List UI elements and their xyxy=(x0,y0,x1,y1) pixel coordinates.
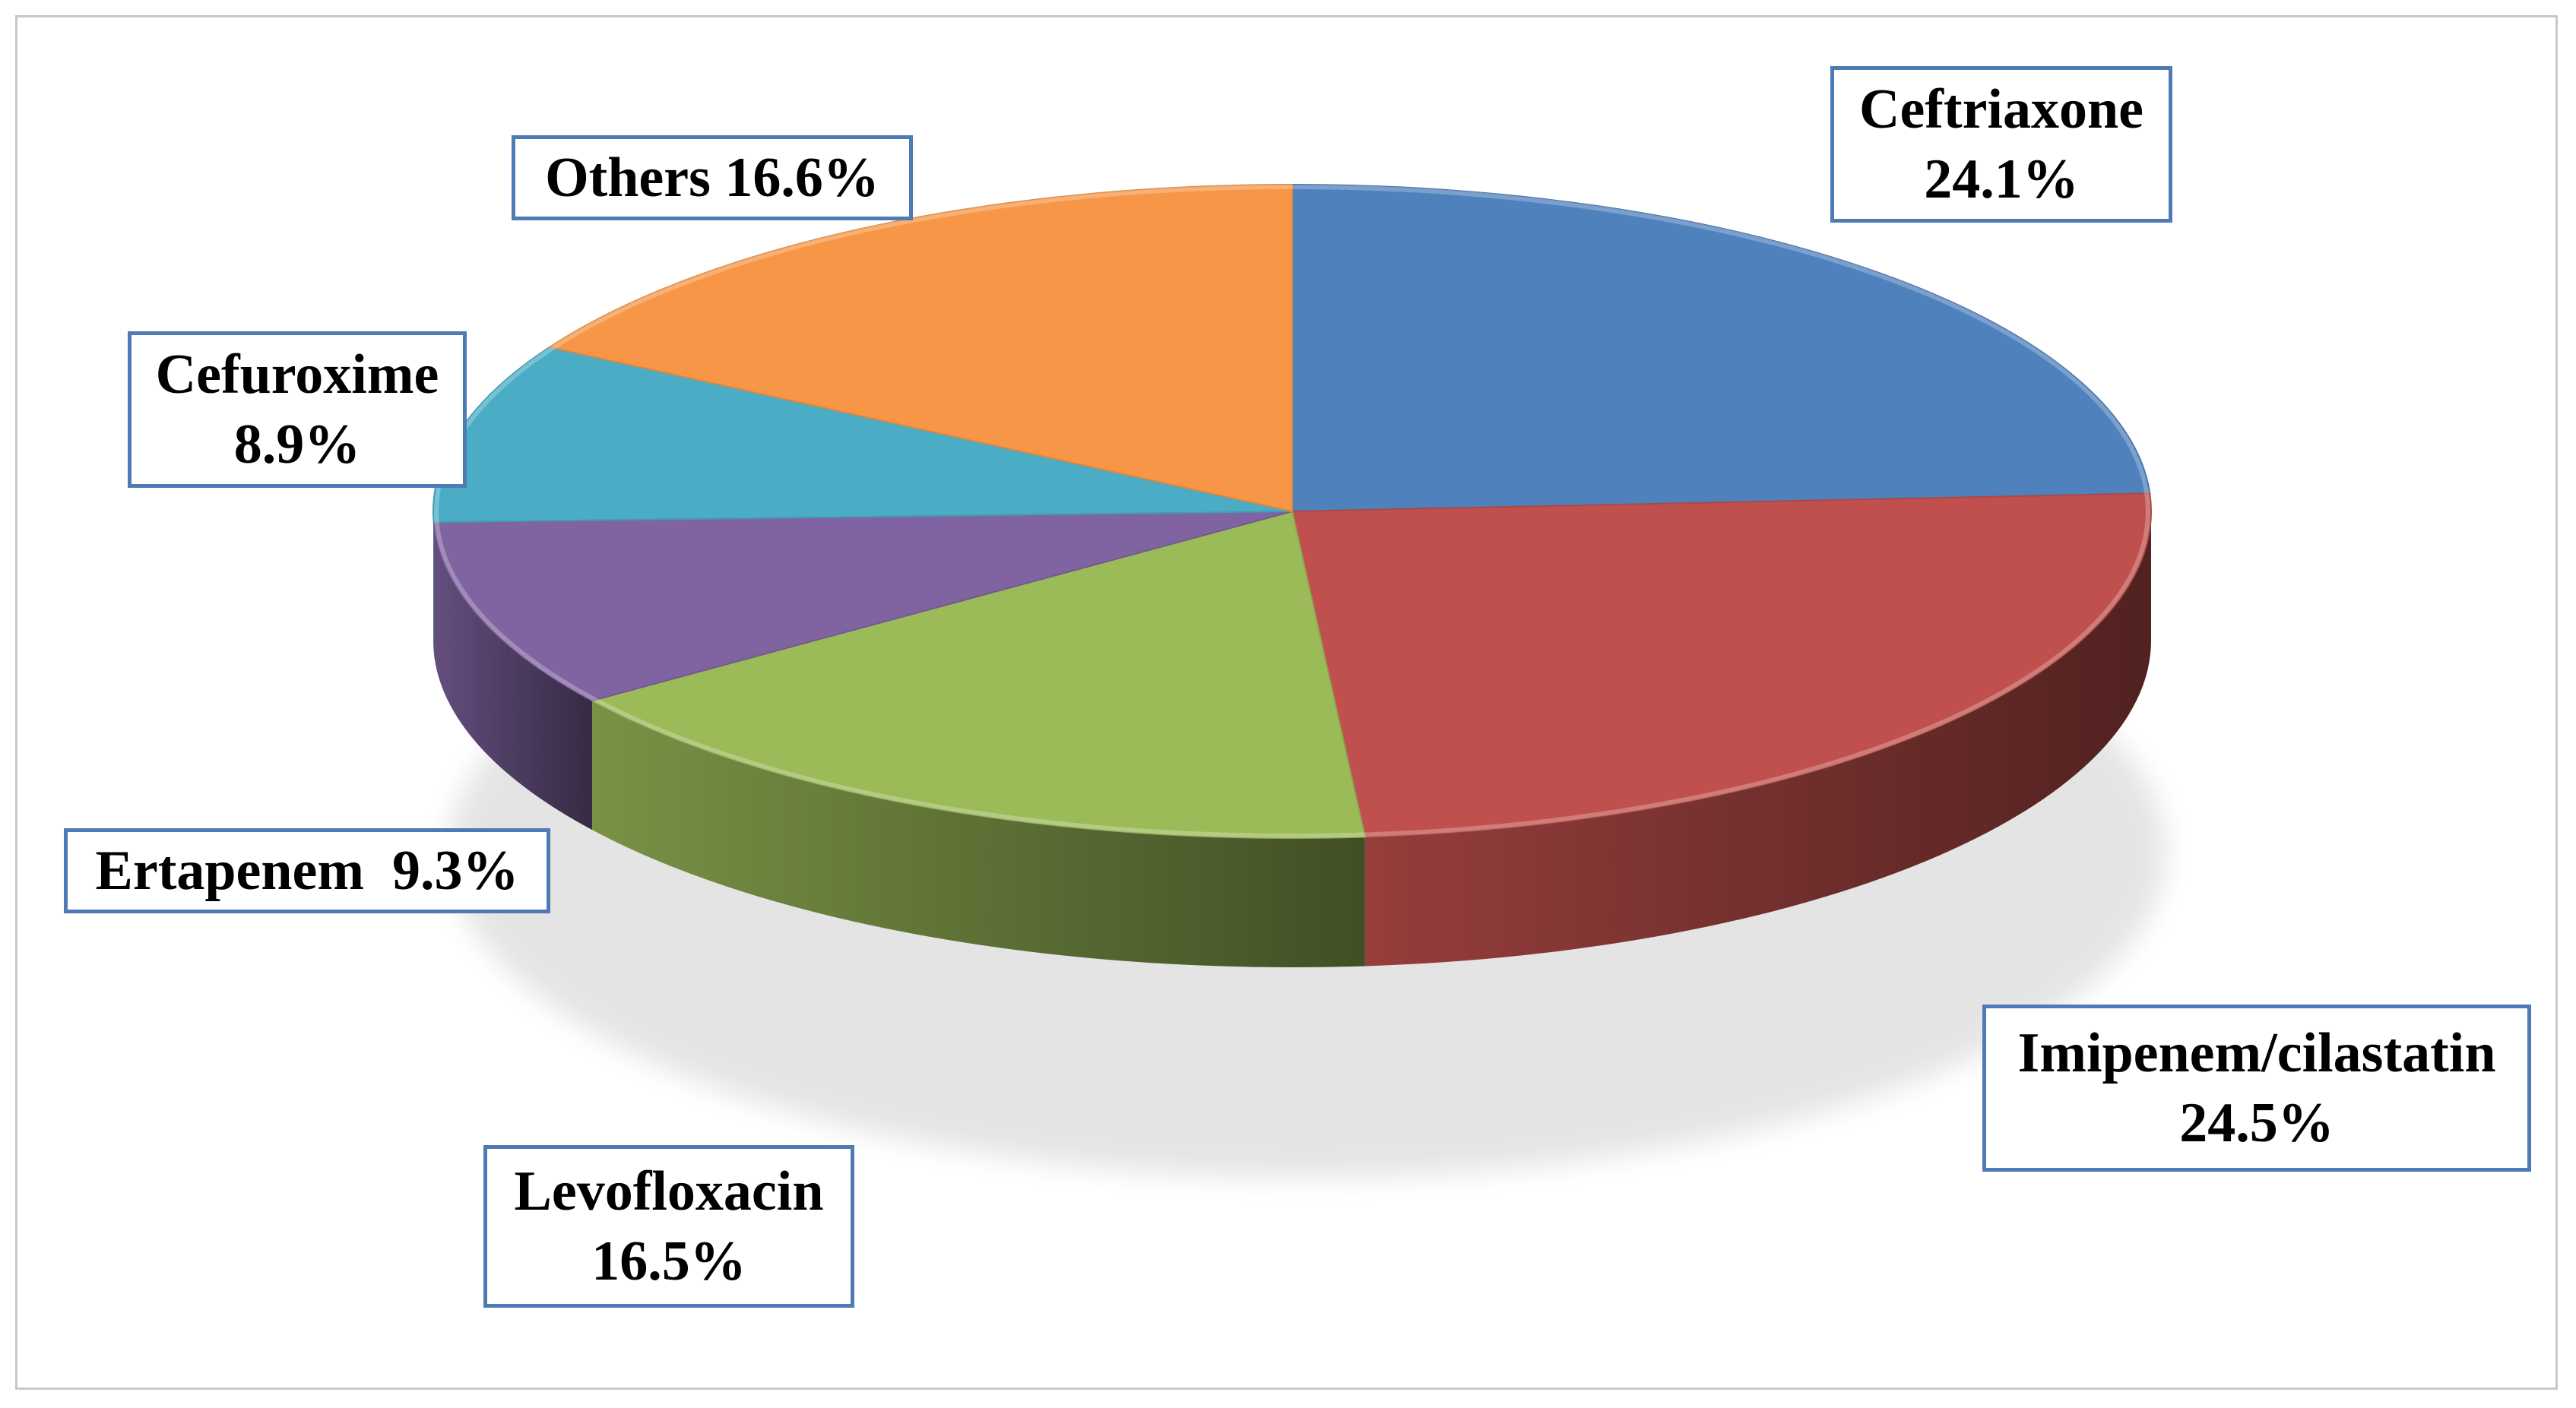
pie-side-ertapenem xyxy=(433,522,592,831)
label-imipenem-value: 24.5% xyxy=(2179,1092,2334,1154)
pie-slice-ceftriaxone xyxy=(1291,183,2151,513)
pie-slice-ertapenem xyxy=(433,511,1293,702)
pie-slice-others xyxy=(547,183,1293,513)
label-others: Others 16.6% xyxy=(512,135,913,220)
pie-slice-levofloxacin xyxy=(590,510,1367,839)
label-ertapenem-text: Ertapenem 9.3% xyxy=(95,840,519,902)
pie-side-levofloxacin xyxy=(591,701,1365,967)
label-imipenem: Imipenem/cilastatin 24.5% xyxy=(1982,1005,2531,1172)
label-cefuroxime-value: 8.9% xyxy=(233,413,361,476)
label-ertapenem: Ertapenem 9.3% xyxy=(64,828,550,913)
pie-rim-highlight xyxy=(434,185,2150,838)
label-cefuroxime: Cefuroxime 8.9% xyxy=(128,331,467,488)
label-cefuroxime-name: Cefuroxime xyxy=(155,343,439,406)
label-ceftriaxone-value: 24.1% xyxy=(1924,148,2079,210)
label-ceftriaxone-name: Ceftriaxone xyxy=(1859,78,2143,141)
pie-side-cefuroxime xyxy=(433,511,434,652)
label-levofloxacin: Levofloxacin 16.5% xyxy=(483,1145,854,1308)
label-ceftriaxone: Ceftriaxone 24.1% xyxy=(1830,66,2172,223)
pie-sides xyxy=(433,511,2151,967)
label-levofloxacin-value: 16.5% xyxy=(591,1230,746,1293)
label-imipenem-name: Imipenem/cilastatin xyxy=(2017,1022,2496,1084)
pie-tops xyxy=(433,183,2152,839)
label-others-text: Others 16.6% xyxy=(545,147,879,209)
pie-slice-imipenem-cilastatin xyxy=(1291,492,2152,838)
label-levofloxacin-name: Levofloxacin xyxy=(514,1160,824,1223)
pie-side-imipenem-cilastatin xyxy=(1364,511,2151,967)
